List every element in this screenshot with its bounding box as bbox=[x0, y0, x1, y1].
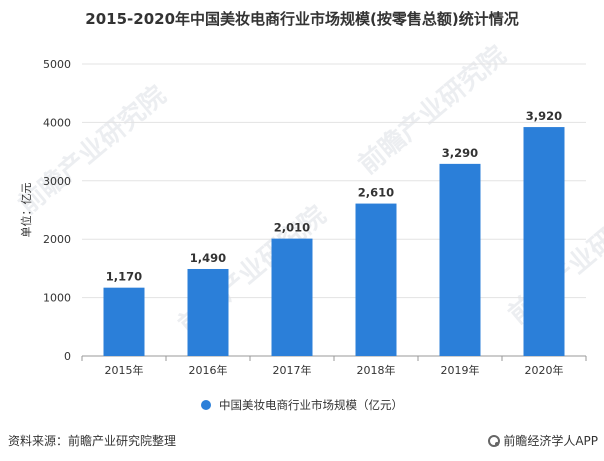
x-tick-label: 2018年 bbox=[357, 363, 396, 377]
source-note: 资料来源：前瞻产业研究院整理 bbox=[8, 434, 177, 448]
brand-label: 前瞻经济学人APP bbox=[503, 434, 598, 448]
data-label: 2,010 bbox=[274, 221, 310, 235]
x-tick-label: 2016年 bbox=[189, 363, 228, 377]
bar bbox=[187, 268, 229, 356]
y-tick-label: 4000 bbox=[43, 116, 71, 129]
x-tick-label: 2019年 bbox=[441, 363, 480, 377]
legend-label: 中国美妆电商行业市场规模（亿元） bbox=[219, 398, 403, 412]
y-tick-label: 0 bbox=[64, 350, 71, 363]
x-tick-label: 2017年 bbox=[273, 363, 312, 377]
chart-title: 2015-2020年中国美妆电商行业市场规模(按零售总额)统计情况 bbox=[85, 10, 519, 28]
bar bbox=[439, 163, 481, 356]
data-label: 1,490 bbox=[190, 251, 226, 265]
bar bbox=[355, 203, 397, 356]
brand: 前瞻经济学人APP bbox=[488, 432, 598, 449]
x-tick-label: 2015年 bbox=[105, 363, 144, 377]
legend-swatch bbox=[201, 400, 211, 410]
legend: 中国美妆电商行业市场规模（亿元） bbox=[0, 397, 604, 413]
y-tick-label: 5000 bbox=[43, 58, 71, 71]
data-label: 2,610 bbox=[358, 186, 394, 200]
bar bbox=[103, 287, 145, 356]
y-tick-label: 1000 bbox=[43, 292, 71, 305]
y-tick-label: 2000 bbox=[43, 233, 71, 246]
y-axis-label: 单位：亿元 bbox=[19, 183, 33, 238]
y-tick-label: 3000 bbox=[43, 175, 71, 188]
data-label: 3,290 bbox=[442, 146, 478, 160]
data-label: 3,920 bbox=[526, 109, 562, 123]
x-tick-label: 2020年 bbox=[525, 363, 564, 377]
data-label: 1,170 bbox=[106, 270, 142, 284]
bar bbox=[271, 238, 313, 356]
bar bbox=[523, 127, 565, 357]
brand-logo-icon bbox=[488, 434, 501, 447]
